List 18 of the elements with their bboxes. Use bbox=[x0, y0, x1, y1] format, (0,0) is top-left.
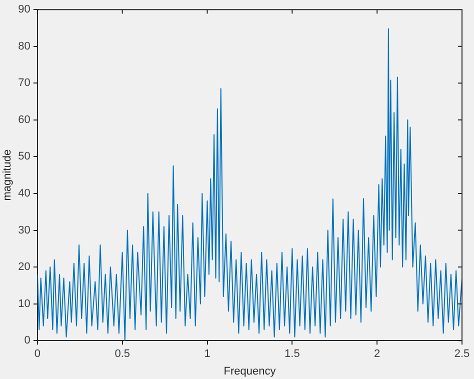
x-tick-label: 1.5 bbox=[284, 348, 300, 360]
y-tick-label: 10 bbox=[18, 298, 30, 310]
y-tick-label: 50 bbox=[18, 150, 30, 163]
x-tick-label: 0 bbox=[34, 348, 40, 360]
x-tick-label: 2 bbox=[374, 348, 380, 360]
y-tick-label: 90 bbox=[18, 4, 30, 16]
y-tick-label: 70 bbox=[18, 77, 30, 90]
y-tick-label: 60 bbox=[18, 114, 30, 126]
y-tick-label: 40 bbox=[18, 188, 30, 200]
x-tick-label: 1 bbox=[204, 348, 210, 360]
x-axis-title: Frequency bbox=[224, 365, 276, 378]
y-axis-title: magnitude bbox=[2, 149, 14, 201]
x-tick-label: 0.5 bbox=[114, 348, 130, 360]
x-tick-label: 2.5 bbox=[454, 348, 470, 360]
y-tick-label: 0 bbox=[24, 334, 30, 347]
y-tick-label: 80 bbox=[18, 40, 30, 52]
y-tick-label: 30 bbox=[18, 224, 30, 236]
y-tick-label: 20 bbox=[18, 261, 30, 274]
